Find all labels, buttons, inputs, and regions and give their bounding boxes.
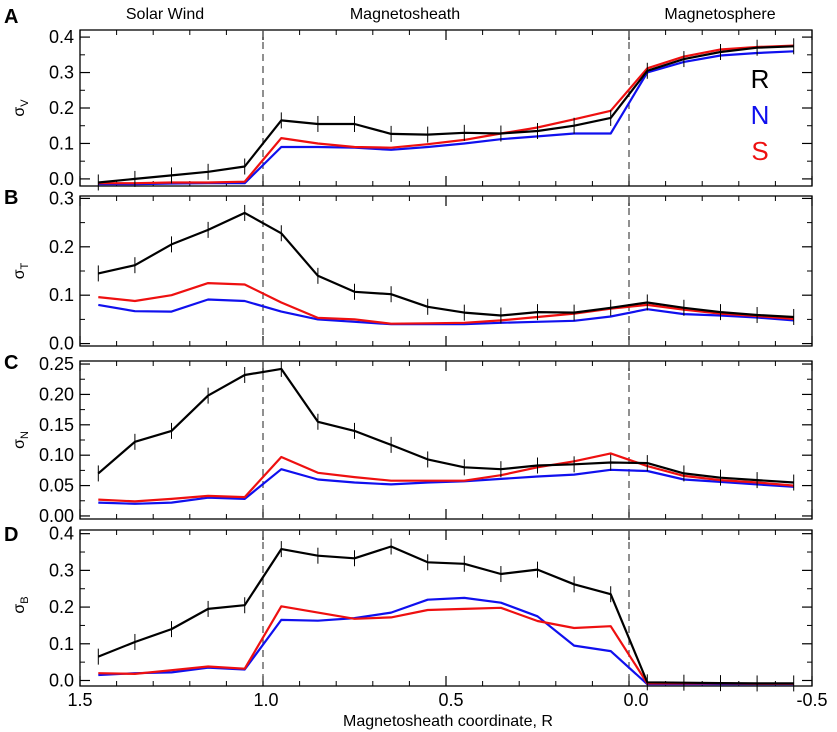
panel-letter-d: D [4,524,18,546]
y-tick-label: 0.15 [39,415,74,435]
panel-c: 0.00 0.05 0.10 0.15 0.20 0.25 [39,354,813,526]
legend-entry-r: R [751,64,770,94]
series-line-n [98,298,794,326]
panel-letter-c: C [4,352,18,374]
region-label-solar-wind: Solar Wind [126,6,204,23]
y-tick-label: 0.2 [49,597,74,617]
x-tick-label: 1.5 [67,690,92,710]
y-tick-label: 0.1 [49,634,74,654]
series-line-n [98,468,794,505]
panel-letter-b: B [4,187,18,209]
y-tick-label: 0.1 [49,133,74,153]
series-line-s [98,44,794,185]
y-tick-label: 0.10 [39,445,74,465]
panel-letter-a: A [4,6,18,28]
region-label-magnetosheath: Magnetosheath [350,6,460,23]
y-tick-label: 0.20 [39,384,74,404]
x-tick-label: 0.5 [438,690,463,710]
y-tick-label: 0.1 [49,285,74,305]
panel-d: 0.0 0.1 0.2 0.3 0.4 [49,524,813,692]
y-tick-label: 0.2 [49,237,74,257]
y-tick-label: 0.3 [49,188,74,208]
ylabel-panel-b: σT [11,262,31,279]
region-label-magnetosphere: Magnetosphere [664,6,775,23]
series-line-s [98,605,794,685]
y-tick-label: 0.0 [49,670,74,690]
x-tick-label: -0.5 [796,690,827,710]
panel-b: 0.0 0.1 0.2 0.3 [49,188,813,354]
ylabel-panel-c: σN [11,431,31,449]
series-line-r [98,45,794,184]
panel-a: 0.0 0.1 0.2 0.3 0.4 [49,27,813,191]
plot-frame [79,360,813,520]
x-tick-label: 1.0 [253,690,278,710]
y-tick-label: 0.2 [49,98,74,118]
y-tick-label: 0.3 [49,560,74,580]
y-tick-label: 0.0 [49,169,74,189]
legend-entry-n: N [751,100,770,130]
plot-frame [79,529,813,687]
ylabel-panel-d: σB [11,596,31,613]
y-tick-label: 0.4 [49,27,74,47]
x-axis-label: Magnetosheath coordinate, R [343,713,553,730]
x-tick-label: 0.0 [623,690,648,710]
ylabel-panel-a: σV [11,99,31,117]
legend-entry-s: S [751,136,768,166]
series-line-r [98,211,794,319]
y-tick-label: 0.00 [39,506,74,526]
y-tick-label: 0.4 [49,524,74,544]
series-line-r [97,367,794,484]
y-tick-label: 0.05 [39,476,74,496]
y-tick-label: 0.3 [49,63,74,83]
series-line-s [98,452,794,503]
series-line-n [98,50,794,186]
y-tick-label: 0.0 [49,334,74,354]
y-tick-label: 0.25 [39,354,74,374]
series-line-s [98,282,794,325]
series-line-r [97,545,794,685]
